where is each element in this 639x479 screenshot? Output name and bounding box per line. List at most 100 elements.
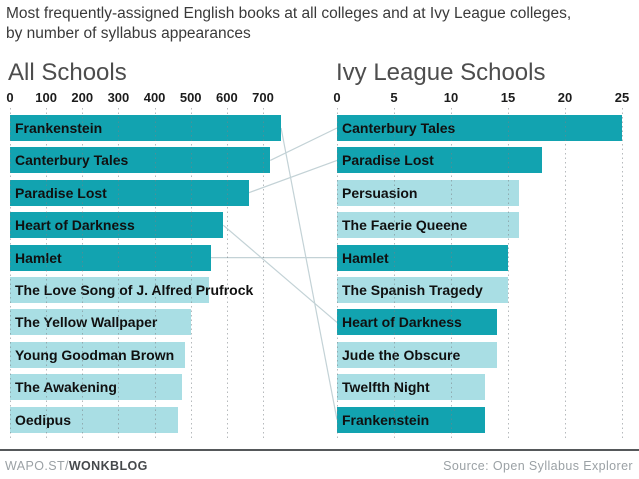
bar-young-goodman-brown bbox=[10, 341, 186, 368]
bar-row: Canterbury Tales bbox=[337, 115, 622, 141]
axis-tick-label: 600 bbox=[215, 90, 238, 105]
gridline bbox=[394, 108, 395, 441]
bar-label: Heart of Darkness bbox=[15, 217, 135, 234]
bar-hamlet bbox=[10, 244, 211, 271]
connector-line-heart-of-darkness bbox=[222, 224, 338, 323]
bar-row: Heart of Darkness bbox=[10, 212, 263, 239]
bar-label: Oedipus bbox=[15, 411, 72, 428]
gridline bbox=[337, 108, 338, 441]
bar-heart-of-darkness bbox=[10, 212, 224, 239]
axis-tick-label: 0 bbox=[6, 90, 14, 105]
bar-row: Frankenstein bbox=[337, 406, 622, 433]
bar-label: Twelfth Night bbox=[342, 379, 430, 396]
axis-tick-label: 10 bbox=[443, 90, 459, 105]
gridline bbox=[82, 108, 84, 441]
wonkblog-brand: WAPO.ST/WONKBLOG bbox=[5, 459, 148, 473]
axis-tick-label: 300 bbox=[107, 90, 130, 105]
left-chart-header: All Schools bbox=[8, 59, 127, 86]
bar-paradise-lost bbox=[337, 147, 543, 174]
bar-row: Hamlet bbox=[10, 244, 263, 271]
bar-row: The Yellow Wallpaper bbox=[10, 309, 263, 336]
axis-tick-label: 500 bbox=[179, 90, 202, 105]
bar-label: Frankenstein bbox=[342, 411, 430, 428]
bar-heart-of-darkness bbox=[337, 309, 497, 336]
bar-oedipus bbox=[10, 406, 179, 433]
bar-row: Frankenstein bbox=[10, 115, 282, 141]
gridline bbox=[118, 108, 120, 441]
bar-row: Hamlet bbox=[337, 244, 622, 271]
bar-row: Canterbury Tales bbox=[10, 147, 271, 174]
gridline bbox=[190, 108, 192, 441]
bar-the-yellow-wallpaper bbox=[10, 309, 191, 336]
bar-persuasion bbox=[337, 179, 520, 206]
left-chart-plot: 0 100 200 300 400 500 600 700 Frankenstein Canter… bbox=[6, 90, 300, 450]
bar-row: Oedipus bbox=[10, 406, 263, 433]
gridline bbox=[46, 108, 48, 441]
gridline bbox=[154, 108, 156, 441]
bar-label: Paradise Lost bbox=[15, 184, 107, 201]
bar-label: The Yellow Wallpaper bbox=[15, 314, 158, 331]
bar-label: Frankenstein bbox=[15, 120, 103, 136]
right-chart-plot: 0 5 10 15 20 25 Canterbury Tales Paradise Lost P… bbox=[333, 90, 637, 450]
bar-the-awakening bbox=[10, 374, 182, 401]
bar-row: Persuasion bbox=[337, 179, 622, 206]
axis-tick-label: 15 bbox=[500, 90, 516, 105]
brand-name: WONKBLOG bbox=[68, 459, 148, 473]
bar-row: Paradise Lost bbox=[10, 179, 263, 206]
bar-row: Twelfth Night bbox=[337, 374, 622, 401]
axis-tick-label: 400 bbox=[143, 90, 166, 105]
bar-label: The Awakening bbox=[15, 379, 117, 396]
bar-twelfth-night bbox=[337, 374, 486, 401]
gridline bbox=[451, 108, 452, 441]
bar-label: Young Goodman Brown bbox=[15, 346, 175, 363]
axis-tick-label: 25 bbox=[614, 90, 630, 105]
bar-hamlet bbox=[337, 244, 508, 271]
connector-line-frankenstein bbox=[280, 127, 338, 420]
bar-row: The Faerie Queene bbox=[337, 212, 622, 239]
gridline bbox=[226, 108, 228, 441]
bar-the-faerie-queene bbox=[337, 212, 520, 239]
bar-frankenstein bbox=[337, 406, 486, 433]
brand-prefix: WAPO.ST/ bbox=[5, 459, 69, 473]
source-credit: Source: Open Syllabus Explorer bbox=[443, 459, 633, 473]
bar-label: The Spanish Tragedy bbox=[342, 282, 483, 298]
gridline bbox=[508, 108, 509, 441]
axis-tick-label: 5 bbox=[390, 90, 398, 105]
axis-tick-label: 100 bbox=[35, 90, 57, 105]
bar-row: The Love Song of J. Alfred Prufrock bbox=[10, 277, 263, 303]
bar-label: Hamlet bbox=[15, 249, 62, 266]
axis-tick-label: 20 bbox=[557, 90, 573, 105]
bar-row: Young Goodman Brown bbox=[10, 341, 263, 368]
bar-label: The Faerie Queene bbox=[342, 217, 468, 234]
bar-row: Jude the Obscure bbox=[337, 341, 622, 368]
bar-row: The Spanish Tragedy bbox=[337, 277, 622, 303]
footer: WAPO.ST/WONKBLOG Source: Open Syllabus E… bbox=[0, 457, 639, 477]
bar-label: Paradise Lost bbox=[342, 152, 434, 169]
bar-jude-the-obscure bbox=[337, 341, 497, 368]
bar-frankenstein bbox=[10, 115, 282, 141]
gridline bbox=[263, 108, 264, 441]
bar-canterbury-tales bbox=[337, 115, 622, 141]
bar-label: Persuasion bbox=[342, 184, 418, 201]
axis-tick-label: 700 bbox=[252, 90, 274, 105]
bar-row: Heart of Darkness bbox=[337, 309, 622, 336]
bar-label: Canterbury Tales bbox=[342, 120, 456, 136]
chart-title-line1: Most frequently-assigned English books a… bbox=[6, 5, 572, 22]
footer-divider bbox=[0, 449, 639, 451]
gridline bbox=[622, 108, 623, 441]
chart-title-line2: by number of syllabus appearances bbox=[6, 25, 251, 42]
right-chart-header: Ivy League Schools bbox=[336, 59, 546, 86]
connector-line-canterbury-tales bbox=[269, 127, 338, 161]
axis-tick-label: 0 bbox=[333, 90, 341, 105]
gridline bbox=[10, 108, 11, 441]
bar-label: Canterbury Tales bbox=[15, 152, 129, 169]
gridline bbox=[565, 108, 566, 441]
bar-paradise-lost bbox=[10, 179, 249, 206]
bar-row: The Awakening bbox=[10, 374, 263, 401]
bar-label: The Love Song of J. Alfred Prufrock bbox=[15, 282, 254, 298]
bar-the-spanish-tragedy bbox=[337, 277, 508, 303]
chart-title: Most frequently-assigned English books a… bbox=[6, 4, 636, 44]
bar-label: Heart of Darkness bbox=[342, 314, 462, 331]
bar-label: Jude the Obscure bbox=[342, 346, 461, 363]
